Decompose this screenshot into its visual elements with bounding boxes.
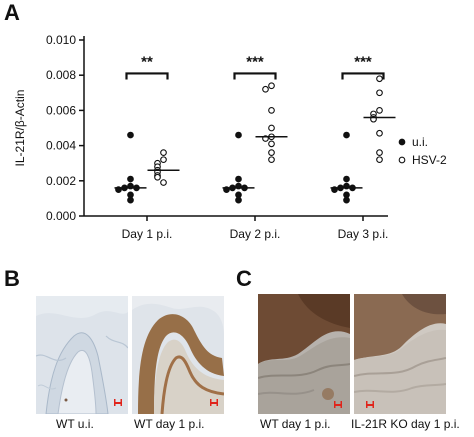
significance-label: ** — [141, 53, 153, 70]
x-tick-label: Day 1 p.i. — [122, 227, 173, 241]
y-axis-label: IL-21R/β-Actin — [13, 90, 27, 167]
data-point-ui — [127, 131, 134, 139]
scatter-chart: 0.000 0.002 0.004 0.006 0.008 0.010 IL-21R/β-A… — [13, 33, 447, 241]
data-point-ui — [343, 175, 350, 183]
scale-bar — [114, 402, 122, 404]
data-point-hsv2 — [268, 107, 275, 114]
histology-image-il21r-ko — [354, 294, 446, 414]
data-point-ui — [235, 196, 242, 204]
data-point-ui — [343, 196, 350, 204]
data-point-ui — [127, 175, 134, 183]
data-point-hsv2 — [268, 82, 275, 90]
caption-wt-day1-b: WT day 1 p.i. — [134, 417, 205, 431]
y-tick-label: 0.006 — [46, 103, 76, 117]
panel-c-label: C — [236, 266, 252, 291]
data-point-hsv2 — [376, 75, 383, 83]
significance-bracket — [125, 72, 169, 80]
data-point-hsv2 — [154, 173, 161, 181]
y-tick-label: 0.004 — [46, 139, 76, 153]
data-point-hsv2 — [160, 149, 167, 156]
data-point-hsv2 — [376, 107, 383, 114]
histology-image-wt-day1-b — [132, 296, 224, 414]
data-point-hsv2 — [262, 85, 269, 93]
data-point-ui — [235, 131, 242, 139]
data-point-hsv2 — [160, 156, 167, 164]
legend-marker-open — [398, 156, 406, 164]
data-point-hsv2 — [376, 89, 383, 97]
legend-label: HSV-2 — [412, 153, 447, 167]
legend-label: u.i. — [412, 135, 428, 149]
data-point-hsv2 — [268, 156, 275, 164]
data-point-hsv2 — [268, 124, 275, 132]
significance-label: *** — [354, 53, 372, 70]
caption-il21r-ko: IL-21R KO day 1 p.i. — [351, 417, 460, 431]
significance-bracket — [341, 72, 385, 80]
panel-b-label: B — [4, 266, 20, 291]
data-point-hsv2 — [160, 179, 167, 186]
data-point-hsv2 — [268, 140, 275, 148]
data-point-hsv2 — [376, 156, 383, 164]
data-point-ui — [343, 131, 350, 139]
caption-wt-day1-c: WT day 1 p.i. — [260, 417, 331, 431]
y-tick-label: 0.002 — [46, 174, 76, 188]
data-point-hsv2 — [268, 149, 275, 156]
x-tick-label: Day 2 p.i. — [230, 227, 281, 241]
x-tick-label: Day 3 p.i. — [338, 227, 389, 241]
y-tick-label: 0.010 — [46, 33, 76, 47]
data-point-hsv2 — [376, 149, 383, 156]
significance-bracket — [233, 72, 277, 80]
histology-image-wt-ui — [36, 296, 128, 414]
data-point-ui — [235, 175, 242, 183]
histology-image-wt-day1-c — [258, 294, 350, 414]
legend-marker-filled — [398, 138, 406, 146]
y-tick-label: 0.000 — [46, 209, 76, 223]
significance-label: *** — [246, 53, 264, 70]
data-point-ui — [127, 196, 134, 204]
panel-a-label: A — [4, 0, 20, 25]
data-point-hsv2 — [376, 129, 383, 137]
y-tick-label: 0.008 — [46, 68, 76, 82]
caption-wt-ui: WT u.i. — [56, 417, 94, 431]
